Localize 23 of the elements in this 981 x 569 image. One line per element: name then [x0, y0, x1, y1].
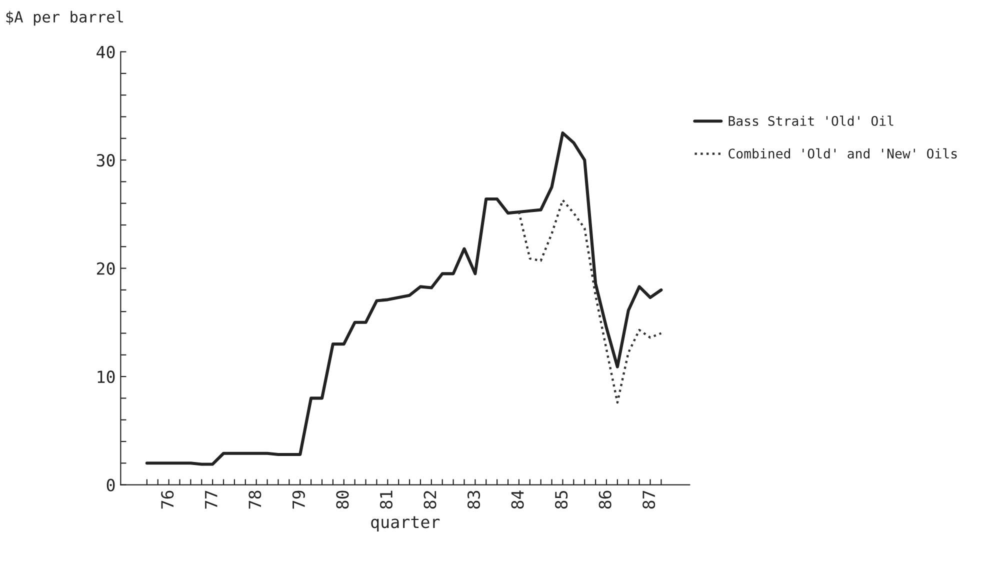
- x-tick-label: 77: [205, 490, 218, 509]
- x-tick-label: 86: [598, 490, 612, 509]
- x-tick-label: 76: [161, 490, 174, 509]
- y-tick-label: 20: [96, 262, 115, 275]
- x-tick-label: 81: [380, 490, 393, 509]
- y-tick-label: 30: [96, 154, 115, 167]
- y-tick-label: 10: [98, 370, 115, 384]
- y-tick-label: 40: [96, 46, 115, 58]
- legend-label: Bass Strait 'Old' Oil: [728, 116, 894, 126]
- legend-label: Combined 'Old' and 'New' Oils: [728, 148, 957, 159]
- x-tick-label: 87: [642, 490, 656, 509]
- line-series: [145, 131, 663, 466]
- y-tick-label: 0: [106, 478, 115, 492]
- x-tick-label: 82: [424, 491, 436, 509]
- x-tick-label: 80: [336, 490, 349, 509]
- x-axis-title: quarter: [371, 516, 440, 532]
- y-axis-title: $A per barrel: [6, 10, 123, 26]
- line-series: [518, 198, 662, 404]
- x-tick-label: 78: [248, 490, 262, 509]
- x-tick-label: 84: [511, 490, 524, 509]
- x-tick-label: 79: [292, 490, 305, 509]
- x-tick-label: 85: [554, 490, 568, 509]
- x-tick-label: 83: [467, 490, 480, 509]
